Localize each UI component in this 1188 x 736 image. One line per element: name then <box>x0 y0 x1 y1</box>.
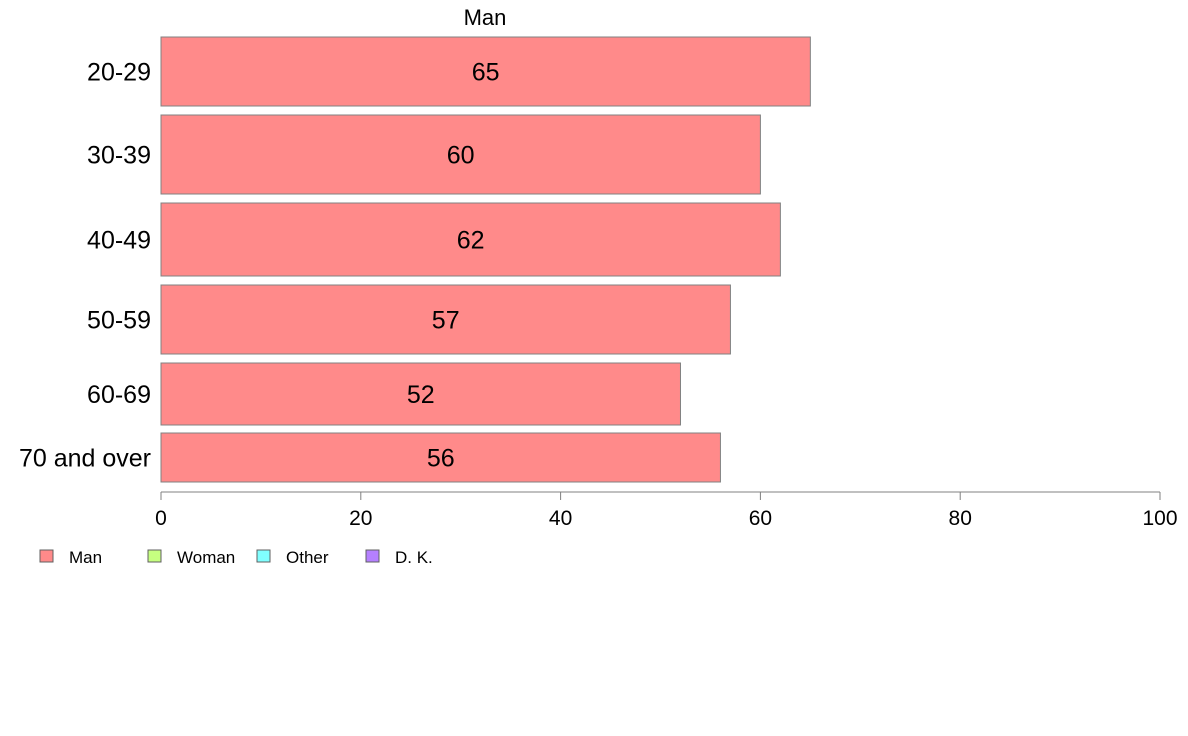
category-labels: 20-29 30-39 40-49 50-59 60-69 70 and over <box>19 59 151 473</box>
bar-value-label: 56 <box>427 445 455 473</box>
legend-label: Other <box>286 548 329 567</box>
legend-swatch <box>39 549 54 563</box>
bar-20-29 <box>160 36 811 107</box>
bar-40-49 <box>160 202 781 277</box>
bar-value-label: 60 <box>447 142 475 170</box>
x-axis: 0 20 40 60 80 100 <box>155 491 1178 530</box>
bar-70-and-over <box>160 432 721 483</box>
x-tick-label: 100 <box>1142 507 1177 530</box>
x-tick-label: 20 <box>349 507 372 530</box>
series-title: Man <box>464 5 507 30</box>
legend: Man Woman Other D. K. <box>39 548 433 567</box>
bars-group: 65 60 62 57 52 56 <box>160 36 811 483</box>
x-tick-label: 80 <box>949 507 972 530</box>
category-label: 20-29 <box>87 59 151 87</box>
category-label: 30-39 <box>87 142 151 170</box>
legend-swatch <box>256 549 271 563</box>
legend-swatch <box>147 549 162 563</box>
category-label: 70 and over <box>19 445 151 473</box>
bar-value-label: 57 <box>432 307 460 335</box>
x-tick-label: 40 <box>549 507 572 530</box>
bar-value-label: 65 <box>472 59 500 87</box>
bar-50-59 <box>160 284 731 355</box>
x-tick-label: 0 <box>155 507 167 530</box>
x-tick-label: 60 <box>749 507 772 530</box>
legend-label: D. K. <box>395 548 433 567</box>
legend-swatch <box>365 549 380 563</box>
legend-label: Man <box>69 548 102 567</box>
category-label: 40-49 <box>87 227 151 255</box>
category-label: 60-69 <box>87 381 151 409</box>
bar-60-69 <box>160 362 681 426</box>
category-label: 50-59 <box>87 307 151 335</box>
legend-label: Woman <box>177 548 235 567</box>
bar-30-39 <box>160 114 761 195</box>
bar-value-label: 52 <box>407 381 435 409</box>
bar-value-label: 62 <box>457 227 485 255</box>
